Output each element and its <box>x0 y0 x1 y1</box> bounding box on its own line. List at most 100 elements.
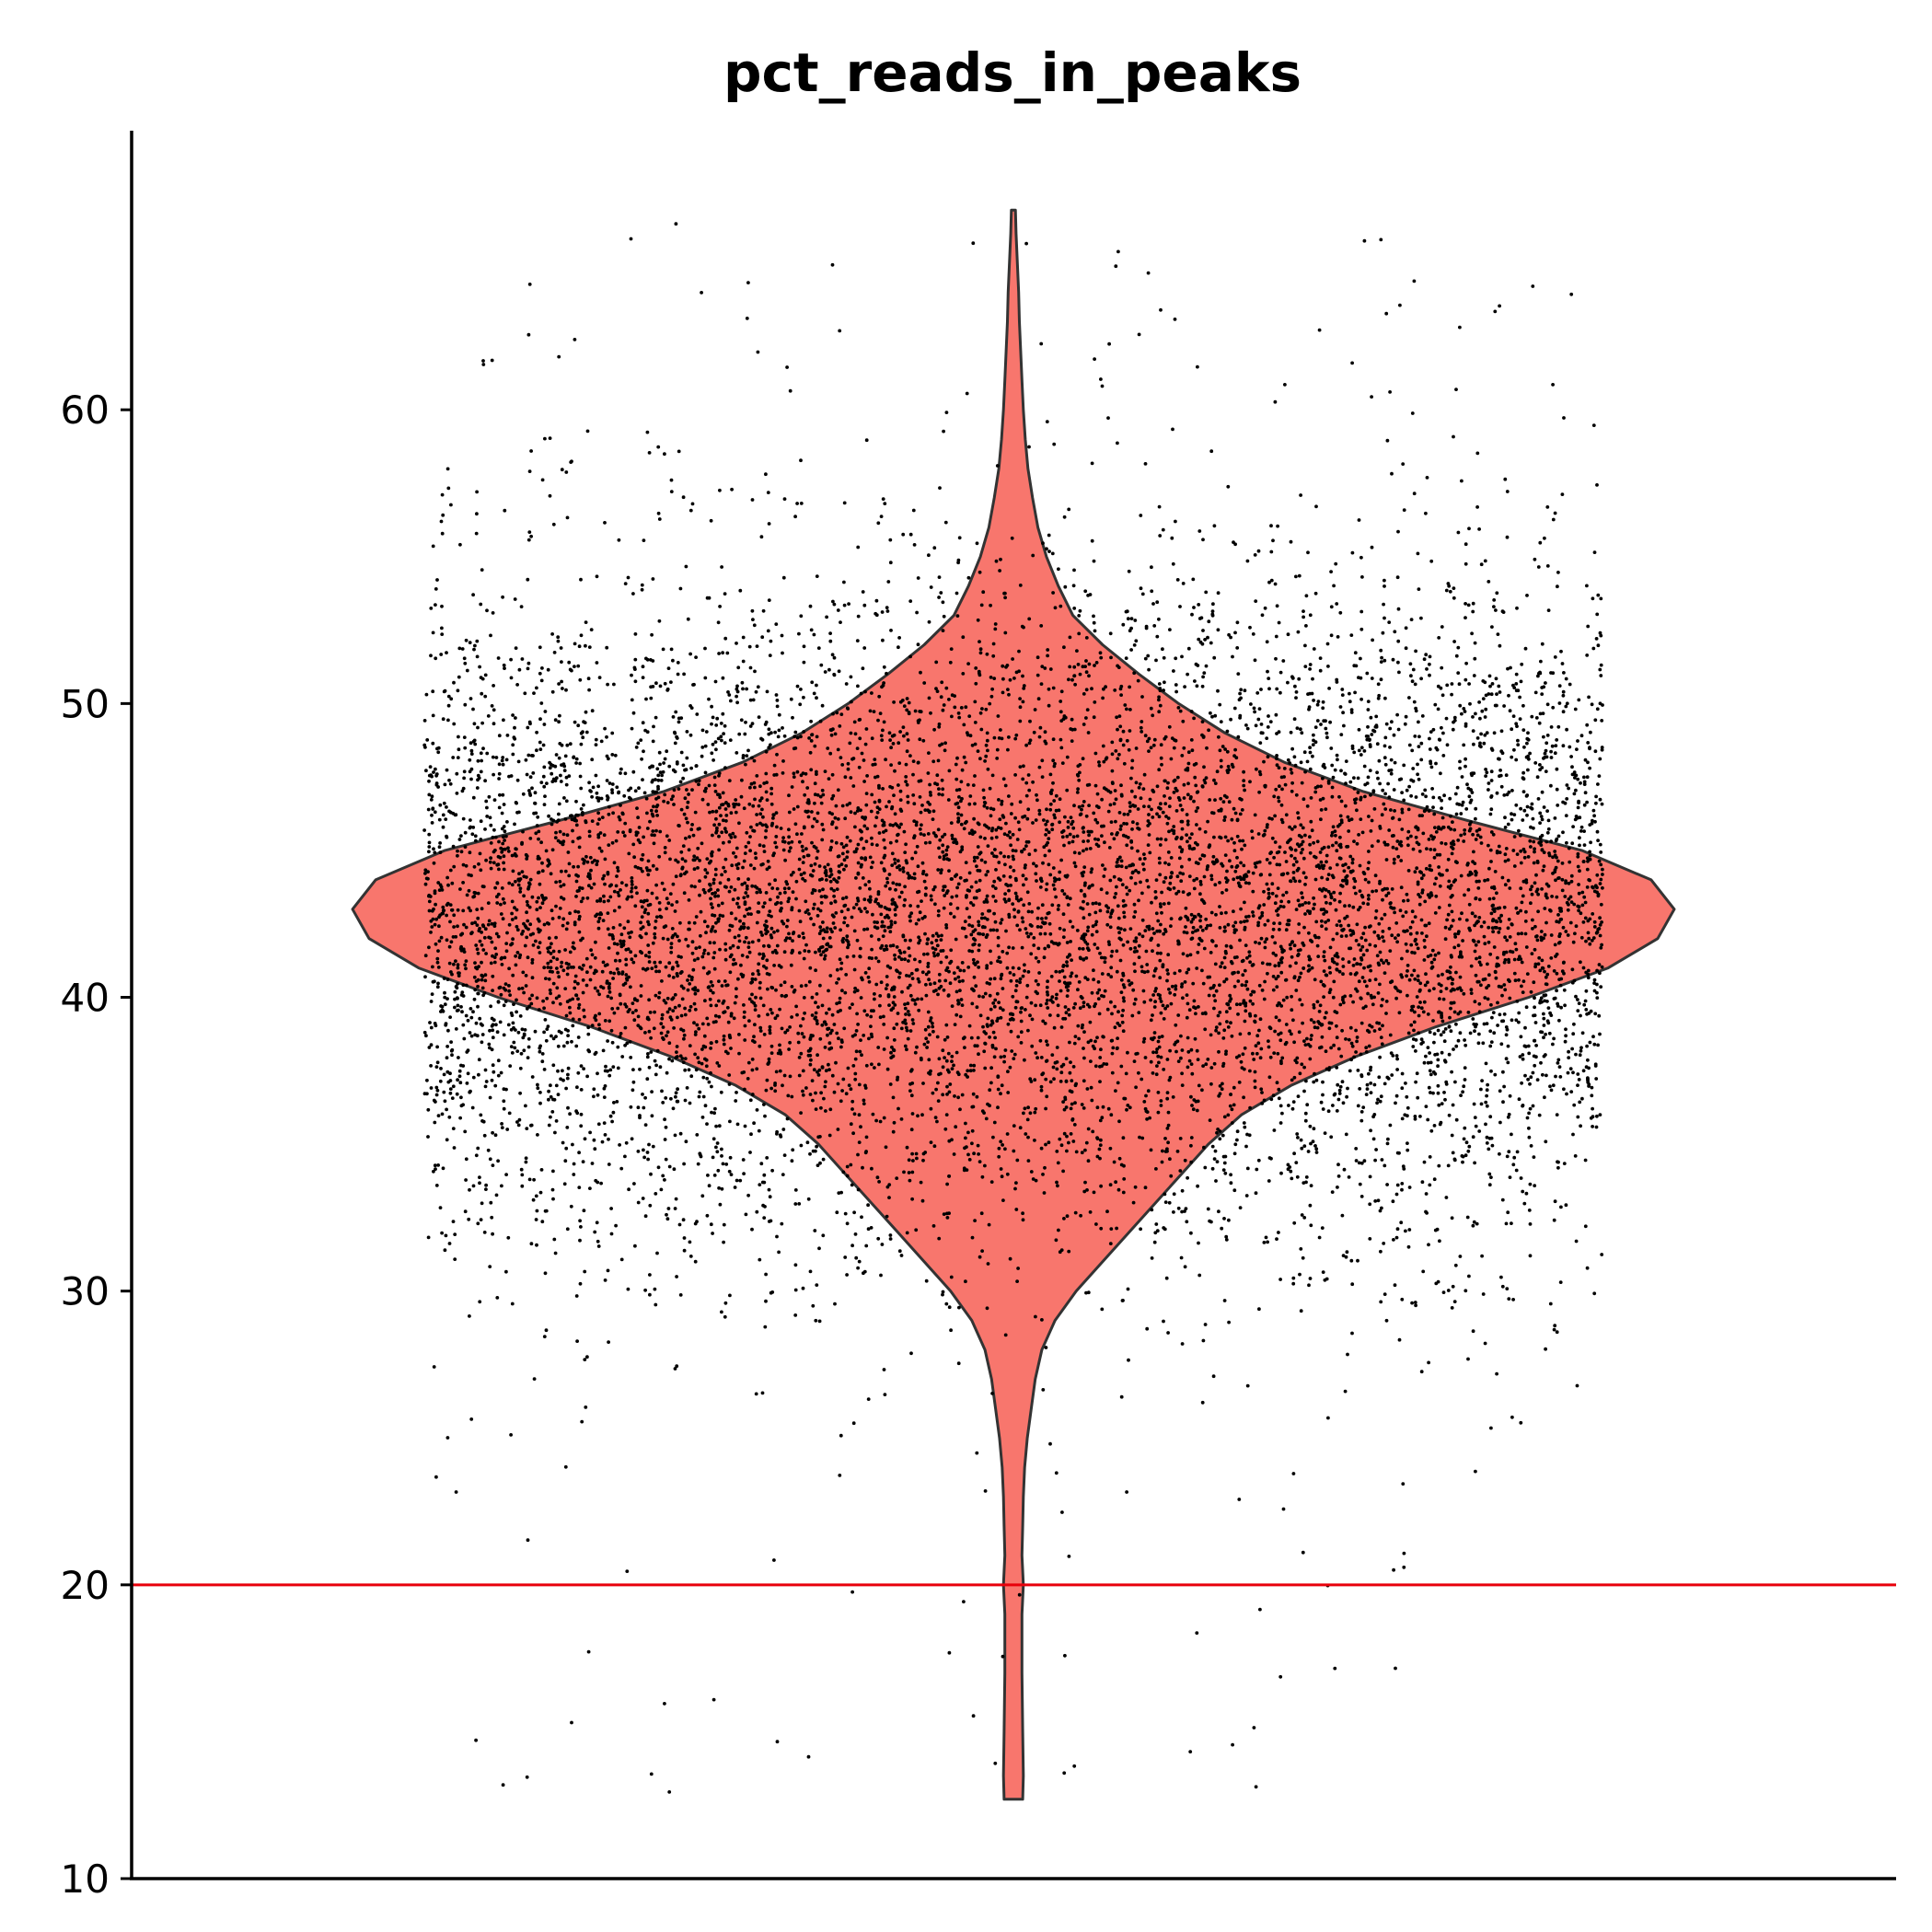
data-point <box>877 1062 881 1067</box>
data-point <box>1400 1297 1405 1301</box>
data-point <box>1178 709 1183 713</box>
data-point <box>1443 841 1448 846</box>
data-point <box>1097 760 1101 764</box>
data-point <box>571 839 575 844</box>
data-point <box>1088 829 1093 834</box>
data-point <box>629 1056 633 1059</box>
data-point <box>1353 690 1357 695</box>
data-point <box>935 943 940 948</box>
data-point <box>807 979 812 984</box>
data-point <box>656 511 661 515</box>
data-point <box>1187 1008 1192 1012</box>
data-point <box>1184 1207 1188 1210</box>
data-point <box>665 834 669 839</box>
data-point <box>1159 1099 1163 1103</box>
data-point <box>867 966 872 971</box>
data-point <box>1086 925 1091 930</box>
data-point <box>584 983 589 988</box>
data-point <box>1015 923 1020 928</box>
data-point <box>1598 797 1602 802</box>
data-point <box>1489 1136 1494 1140</box>
data-point <box>1525 1116 1530 1120</box>
data-point <box>1239 920 1243 924</box>
data-point <box>736 877 741 881</box>
data-point <box>1463 757 1467 761</box>
data-point <box>950 714 954 719</box>
data-point <box>1062 1217 1066 1221</box>
data-point <box>457 675 461 679</box>
data-point <box>889 763 893 767</box>
data-point <box>503 901 506 905</box>
data-point <box>597 676 602 679</box>
data-point <box>607 946 611 950</box>
data-point <box>978 673 982 677</box>
data-point <box>1200 1088 1204 1093</box>
data-point <box>910 1112 915 1116</box>
data-point <box>813 862 817 866</box>
data-point <box>883 846 887 850</box>
data-point <box>1585 775 1590 780</box>
data-point <box>1215 1130 1219 1135</box>
data-point <box>1325 642 1330 646</box>
data-point <box>1577 908 1580 913</box>
data-point <box>1413 1116 1417 1121</box>
data-point <box>934 1087 938 1092</box>
data-point <box>1310 828 1314 833</box>
data-point <box>1363 925 1367 930</box>
data-point <box>686 617 690 621</box>
data-point <box>1189 1160 1194 1164</box>
data-point <box>1001 1008 1005 1012</box>
data-point <box>1301 896 1304 900</box>
data-point <box>1080 1025 1084 1030</box>
data-point <box>1507 918 1511 921</box>
data-point <box>1121 743 1126 747</box>
data-point <box>1256 923 1260 928</box>
data-point <box>548 436 552 440</box>
data-point <box>910 1151 914 1156</box>
data-point <box>828 1107 833 1112</box>
data-point <box>878 994 883 998</box>
data-point <box>1208 1118 1212 1122</box>
data-point <box>1055 1180 1059 1185</box>
data-point <box>1336 1097 1341 1102</box>
data-point <box>891 1047 896 1052</box>
data-point <box>870 691 873 695</box>
data-point <box>1032 730 1036 735</box>
data-point <box>463 845 468 849</box>
data-point <box>1396 607 1401 611</box>
data-point <box>890 851 895 856</box>
data-point <box>1126 1104 1130 1107</box>
data-point <box>1472 850 1475 854</box>
data-point <box>709 902 713 907</box>
data-point <box>1306 1150 1311 1153</box>
data-point <box>1052 799 1057 803</box>
data-point <box>737 821 741 826</box>
data-point <box>700 1116 705 1119</box>
data-point <box>1599 850 1603 854</box>
data-point <box>1105 1007 1110 1012</box>
data-point <box>1323 984 1326 988</box>
data-point <box>656 1165 661 1170</box>
data-point <box>995 928 1000 932</box>
data-point <box>1594 1077 1599 1081</box>
data-point <box>649 1050 654 1054</box>
data-point <box>451 1127 456 1130</box>
data-point <box>966 1069 970 1073</box>
data-point <box>1461 800 1465 804</box>
data-point <box>1382 1163 1387 1168</box>
data-point <box>1505 792 1510 797</box>
data-point <box>1426 1046 1430 1049</box>
data-point <box>908 974 911 978</box>
data-point <box>1066 903 1070 907</box>
data-point <box>1140 720 1144 723</box>
data-point <box>1042 1191 1047 1195</box>
data-point <box>1095 990 1100 995</box>
data-point <box>1147 804 1151 809</box>
data-point <box>1254 599 1258 603</box>
data-point <box>944 926 949 930</box>
data-point <box>502 663 506 667</box>
data-point <box>568 998 573 1002</box>
data-point <box>710 1110 713 1115</box>
data-point <box>1051 591 1055 595</box>
data-point <box>1276 524 1279 528</box>
